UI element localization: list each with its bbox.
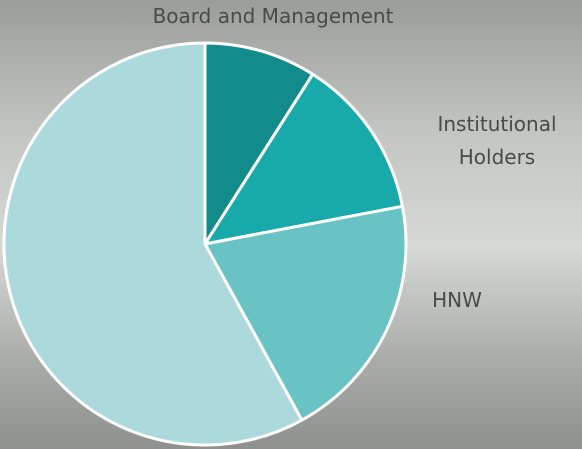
pie-slice	[203, 41, 315, 246]
slice-label: HNW	[432, 288, 482, 312]
slice-label: Board and Management	[152, 4, 394, 28]
pie-slice	[203, 72, 404, 246]
pie-slice	[203, 204, 408, 422]
pie-slice	[2, 41, 304, 447]
slice-label: Institutional Holders	[437, 112, 557, 169]
